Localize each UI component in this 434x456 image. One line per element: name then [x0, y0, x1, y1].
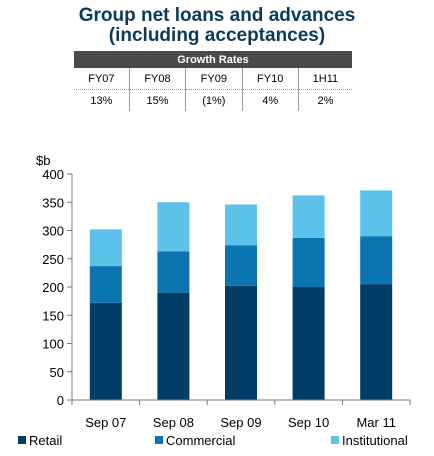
bar-retail-2 [225, 286, 257, 400]
bar-commercial-3 [293, 238, 325, 287]
bar-commercial-0 [90, 266, 122, 303]
legend: Retail Commercial Institutional [18, 433, 408, 448]
legend-label-commercial: Commercial [166, 433, 235, 448]
y-axis-ticks: 0 50 100 150 200 250 300 350 400 [42, 167, 72, 408]
bar-institutional-2 [225, 205, 257, 246]
x-axis-ticks: Sep 07 Sep 08 Sep 09 Sep 10 Mar 11 [72, 400, 410, 430]
y-tick-label: 50 [50, 365, 64, 380]
bar-commercial-1 [157, 251, 189, 292]
legend-swatch-institutional [331, 436, 339, 444]
bar-commercial-2 [225, 245, 257, 286]
x-tick-label: Sep 09 [220, 415, 261, 430]
bar-institutional-4 [360, 190, 392, 236]
bar-retail-1 [157, 293, 189, 400]
y-axis-unit-label: $b [36, 153, 50, 168]
bar-institutional-0 [90, 229, 122, 266]
bar-retail-0 [90, 303, 122, 400]
y-tick-label: 0 [57, 393, 64, 408]
x-tick-label: Sep 07 [85, 415, 126, 430]
legend-swatch-commercial [155, 436, 163, 444]
y-tick-label: 350 [42, 195, 64, 210]
y-tick-label: 100 [42, 337, 64, 352]
y-tick-label: 250 [42, 252, 64, 267]
y-tick-label: 150 [42, 308, 64, 323]
x-tick-label: Mar 11 [356, 415, 396, 430]
bar-retail-3 [293, 287, 325, 400]
bar-commercial-4 [360, 236, 392, 284]
bar-retail-4 [360, 284, 392, 400]
legend-label-institutional: Institutional [342, 433, 408, 448]
bar-area [90, 190, 392, 400]
y-tick-label: 300 [42, 224, 64, 239]
y-tick-label: 200 [42, 280, 64, 295]
legend-swatch-retail [18, 436, 26, 444]
x-tick-label: Sep 08 [153, 415, 194, 430]
bar-institutional-1 [157, 202, 189, 251]
legend-label-retail: Retail [29, 433, 62, 448]
y-tick-label: 400 [42, 167, 64, 182]
x-tick-label: Sep 10 [288, 415, 329, 430]
bar-institutional-3 [293, 195, 325, 237]
